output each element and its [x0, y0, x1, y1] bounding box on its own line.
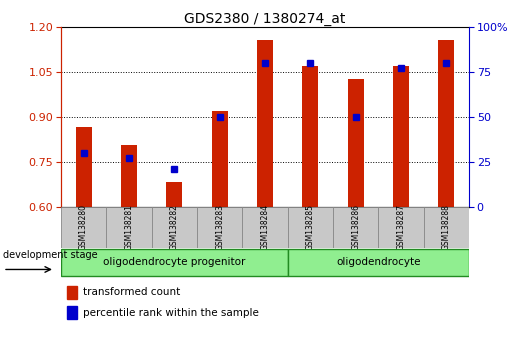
Bar — [211, 111, 227, 207]
Bar — [257, 40, 273, 207]
Text: transformed count: transformed count — [83, 287, 181, 297]
Text: oligodendrocyte: oligodendrocyte — [336, 257, 421, 267]
Bar — [107, 207, 152, 248]
Text: GSM138284: GSM138284 — [261, 205, 269, 250]
Bar — [303, 66, 319, 207]
Text: percentile rank within the sample: percentile rank within the sample — [83, 308, 259, 318]
Bar — [348, 79, 364, 207]
Bar — [76, 127, 92, 207]
Bar — [242, 207, 288, 248]
Bar — [61, 207, 107, 248]
Bar — [197, 207, 242, 248]
Text: GSM138286: GSM138286 — [351, 205, 360, 250]
Text: GSM138281: GSM138281 — [125, 205, 134, 250]
Bar — [166, 182, 182, 207]
Bar — [288, 249, 469, 276]
Bar — [67, 286, 77, 299]
Bar — [288, 207, 333, 248]
Bar — [333, 207, 378, 248]
Bar — [438, 40, 454, 207]
Bar — [61, 249, 288, 276]
Text: development stage: development stage — [3, 250, 98, 260]
Text: GSM138283: GSM138283 — [215, 205, 224, 250]
Text: GSM138287: GSM138287 — [396, 205, 405, 250]
Text: GSM138285: GSM138285 — [306, 205, 315, 250]
Text: GSM138282: GSM138282 — [170, 205, 179, 250]
Text: GSM138288: GSM138288 — [442, 205, 451, 250]
Text: oligodendrocyte progenitor: oligodendrocyte progenitor — [103, 257, 245, 267]
Text: GSM138280: GSM138280 — [79, 205, 88, 250]
Bar — [423, 207, 469, 248]
Bar — [393, 66, 409, 207]
Bar — [378, 207, 423, 248]
Bar — [152, 207, 197, 248]
Bar — [67, 307, 77, 319]
Bar — [121, 145, 137, 207]
Title: GDS2380 / 1380274_at: GDS2380 / 1380274_at — [184, 12, 346, 25]
